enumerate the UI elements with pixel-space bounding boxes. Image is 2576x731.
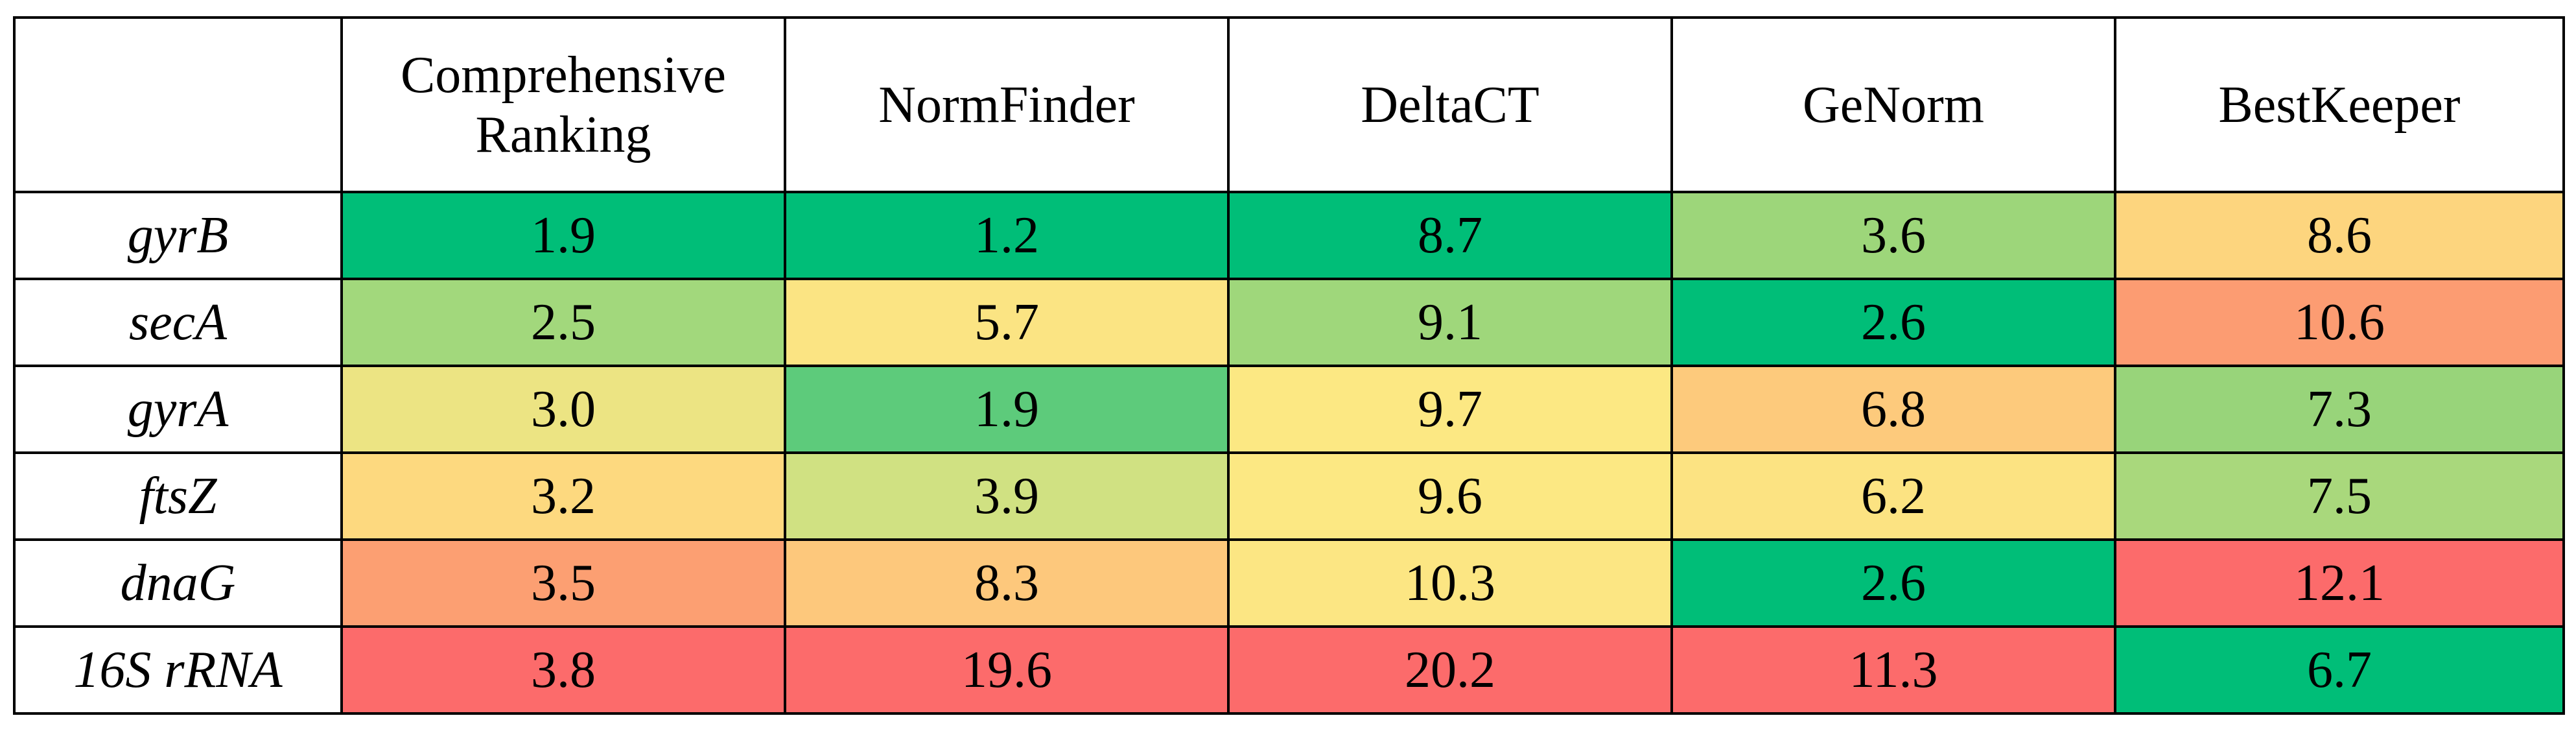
column-header: DeltaCT [1227, 16, 1673, 193]
table-row: gyrA 3.0 1.9 9.7 6.8 7.3 [13, 365, 2565, 454]
row-label: gyrA [13, 365, 343, 454]
table-row: ftsZ 3.2 3.9 9.6 6.2 7.5 [13, 451, 2565, 541]
value-cell: 6.7 [2114, 625, 2565, 715]
header-row: Comprehensive Ranking NormFinder DeltaCT Ge… [13, 16, 2565, 193]
column-header: GeNorm [1670, 16, 2116, 193]
row-label: ftsZ [13, 451, 343, 541]
row-label: gyrB [13, 191, 343, 280]
table-row: 16S rRNA 3.8 19.6 20.2 11.3 6.7 [13, 625, 2565, 715]
value-cell: 12.1 [2114, 538, 2565, 628]
value-cell: 11.3 [1670, 625, 2116, 715]
row-label: dnaG [13, 538, 343, 628]
value-cell: 9.7 [1227, 365, 1673, 454]
value-cell: 2.5 [340, 278, 786, 367]
value-cell: 2.6 [1670, 538, 2116, 628]
value-cell: 19.6 [784, 625, 1230, 715]
table-row: gyrB 1.9 1.2 8.7 3.6 8.6 [13, 191, 2565, 280]
value-cell: 7.3 [2114, 365, 2565, 454]
value-cell: 9.1 [1227, 278, 1673, 367]
value-cell: 2.6 [1670, 278, 2116, 367]
value-cell: 6.2 [1670, 451, 2116, 541]
value-cell: 9.6 [1227, 451, 1673, 541]
row-label: 16S rRNA [13, 625, 343, 715]
value-cell: 6.8 [1670, 365, 2116, 454]
value-cell: 8.3 [784, 538, 1230, 628]
value-cell: 3.2 [340, 451, 786, 541]
value-cell: 3.5 [340, 538, 786, 628]
column-header: Comprehensive Ranking [340, 16, 786, 193]
value-cell: 1.9 [340, 191, 786, 280]
corner-cell [13, 16, 343, 193]
table-row: secA 2.5 5.7 9.1 2.6 10.6 [13, 278, 2565, 367]
value-cell: 8.6 [2114, 191, 2565, 280]
value-cell: 3.9 [784, 451, 1230, 541]
value-cell: 1.2 [784, 191, 1230, 280]
value-cell: 10.3 [1227, 538, 1673, 628]
value-cell: 10.6 [2114, 278, 2565, 367]
value-cell: 5.7 [784, 278, 1230, 367]
value-cell: 7.5 [2114, 451, 2565, 541]
value-cell: 3.8 [340, 625, 786, 715]
column-header: BestKeeper [2114, 16, 2565, 193]
value-cell: 20.2 [1227, 625, 1673, 715]
value-cell: 1.9 [784, 365, 1230, 454]
row-label: secA [13, 278, 343, 367]
column-header: NormFinder [784, 16, 1230, 193]
value-cell: 3.0 [340, 365, 786, 454]
value-cell: 3.6 [1670, 191, 2116, 280]
ranking-table: Comprehensive Ranking NormFinder DeltaCT Ge… [13, 16, 2565, 715]
table-row: dnaG 3.5 8.3 10.3 2.6 12.1 [13, 538, 2565, 628]
value-cell: 8.7 [1227, 191, 1673, 280]
